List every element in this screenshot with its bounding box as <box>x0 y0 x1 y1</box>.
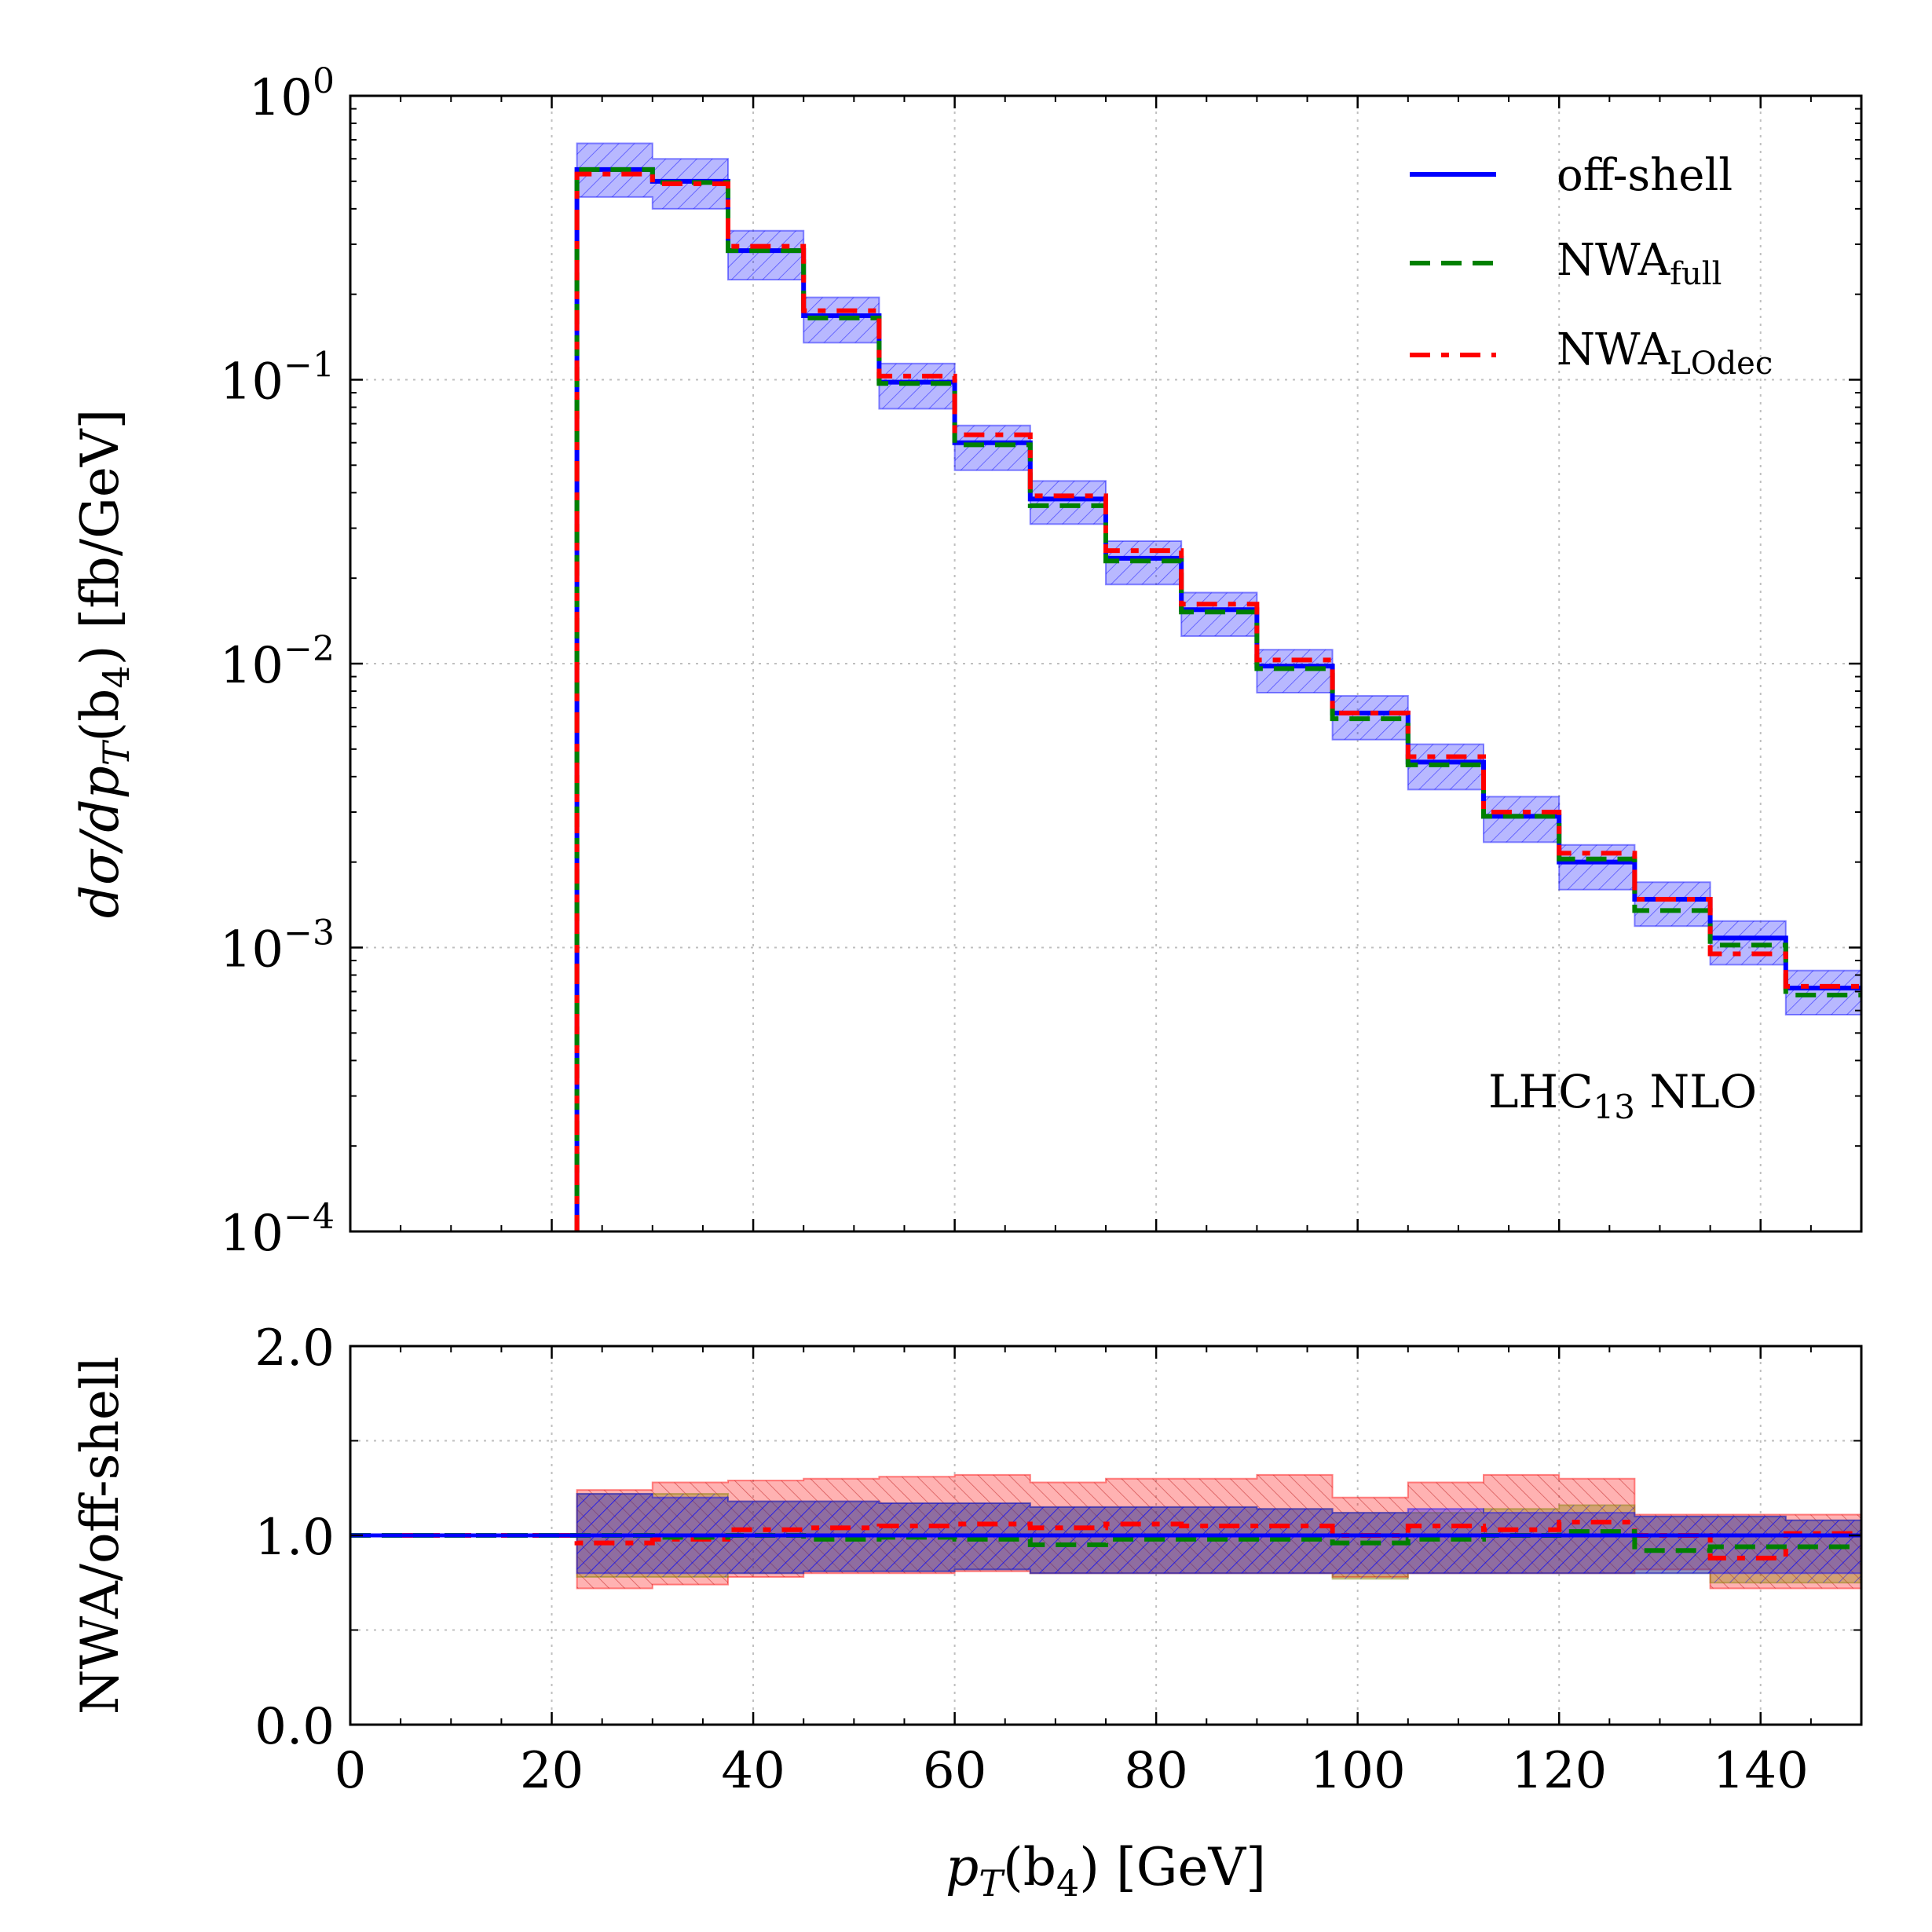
legend-entry-offshell: off-shell <box>1410 150 1733 201</box>
x-axis-label: pT(b4) [GeV] <box>946 1837 1266 1905</box>
main-y-axis-label: dσ/dpT(b4) [fb/GeV] <box>70 409 137 919</box>
legend-entry-nwa-lodec: NWALOdec <box>1410 324 1773 382</box>
legend-label-nwa-full: NWAfull <box>1557 235 1722 292</box>
x-tick-label-100: 100 <box>1310 1742 1406 1800</box>
annotation-lhc13-nlo: LHC13 NLO <box>1488 1065 1757 1126</box>
x-tick-label-80: 80 <box>1124 1742 1187 1800</box>
x-tick-label-20: 20 <box>520 1742 584 1800</box>
main-series-nwa_lodec <box>574 171 1861 1231</box>
main-y-tick-label-4: 10−4 <box>220 1197 335 1263</box>
ratio-panel: 0 20 40 60 80 100 120 140 0.0 1.0 2.0 NWA/off-shel… <box>70 1319 1863 1800</box>
legend-entry-nwa-full: NWAfull <box>1410 235 1722 292</box>
ratio-y-tick-label-0.0: 0.0 <box>254 1698 335 1756</box>
main-band-hatch <box>576 143 1861 1015</box>
main-series-lines <box>574 166 1861 1231</box>
ratio-plot-frame <box>349 1345 1863 1726</box>
ratio-axis-ticks: 0 20 40 60 80 100 120 140 0.0 1.0 2.0 <box>254 1319 1861 1800</box>
ratio-series-lines <box>350 1520 1861 1561</box>
main-y-tick-label-0: 100 <box>249 61 335 127</box>
ratio-y-axis-label: NWA/off-shell <box>70 1356 130 1714</box>
legend: off-shell NWAfull NWALOdec <box>1410 150 1773 382</box>
main-panel: 100 10−1 10−2 10−3 10−4 off-shell NWAfull NW… <box>70 61 1863 1263</box>
x-tick-label-0: 0 <box>335 1742 367 1800</box>
legend-label-offshell: off-shell <box>1557 150 1733 201</box>
x-tick-label-140: 140 <box>1713 1742 1809 1800</box>
main-y-tick-label-1: 10−1 <box>220 346 335 412</box>
x-tick-label-40: 40 <box>721 1742 785 1800</box>
main-grid <box>350 96 1861 1231</box>
ratio-y-tick-label-2.0: 2.0 <box>254 1319 335 1378</box>
x-tick-label-120: 120 <box>1511 1742 1607 1800</box>
ratio-series-nwa_lodec <box>350 1520 1861 1561</box>
main-axis-ticks: 100 10−1 10−2 10−3 10−4 <box>220 61 1861 1263</box>
ratio-y-tick-label-1.0: 1.0 <box>254 1509 335 1567</box>
legend-label-nwa-lodec: NWALOdec <box>1557 324 1773 382</box>
main-y-tick-label-2: 10−2 <box>220 629 335 695</box>
main-plot-frame <box>349 94 1863 1233</box>
x-tick-label-60: 60 <box>923 1742 986 1800</box>
main-y-tick-label-3: 10−3 <box>220 913 335 979</box>
